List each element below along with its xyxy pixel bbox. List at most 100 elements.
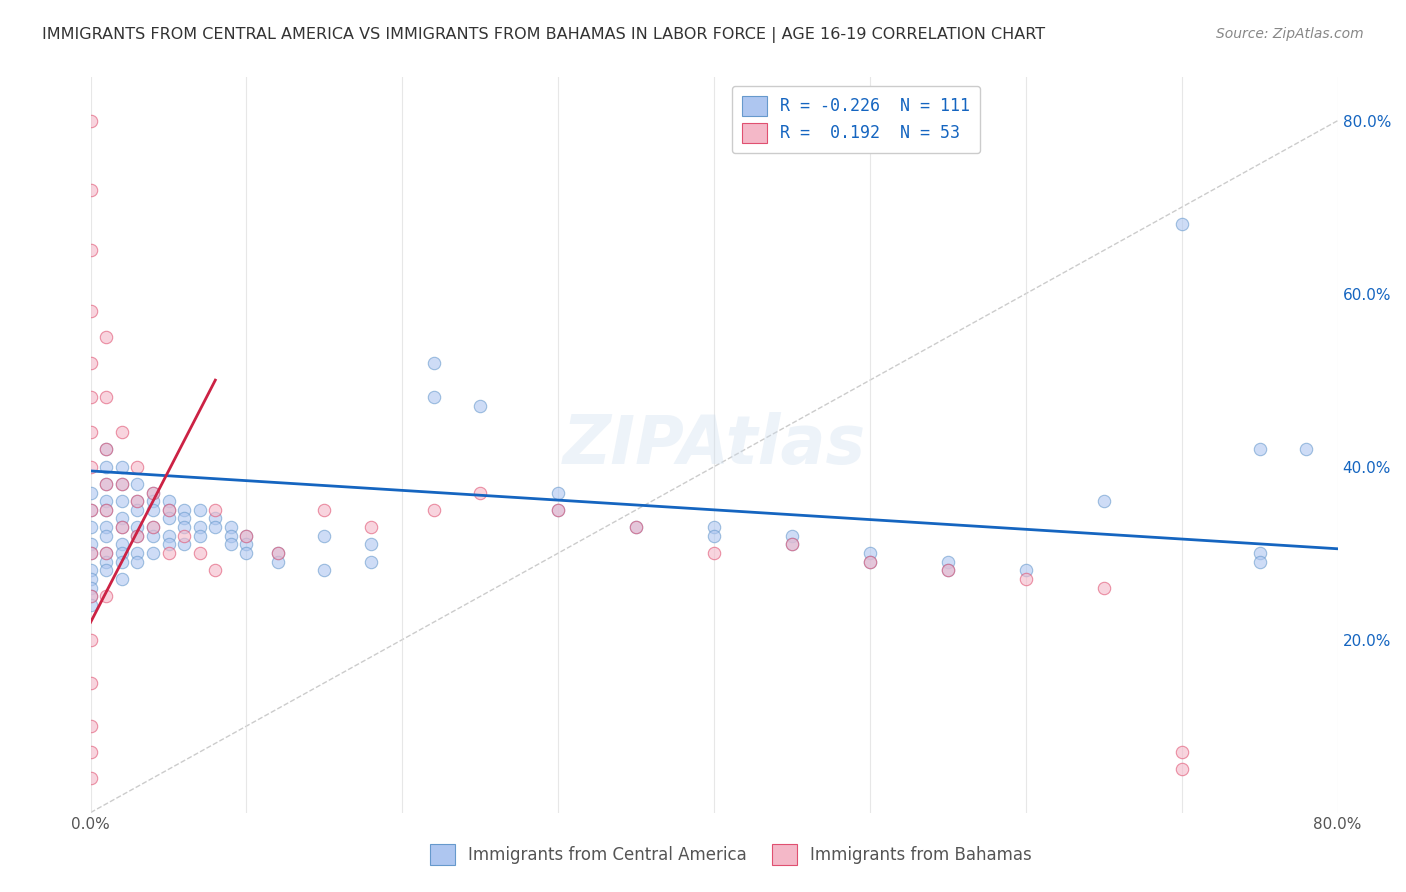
Point bbox=[314, 529, 336, 543]
Point bbox=[142, 485, 165, 500]
Point bbox=[859, 555, 882, 569]
Point bbox=[173, 503, 195, 517]
Point bbox=[859, 546, 882, 560]
Point bbox=[470, 485, 492, 500]
Point bbox=[547, 503, 569, 517]
Point bbox=[204, 520, 226, 534]
Point bbox=[79, 546, 101, 560]
Point bbox=[79, 572, 101, 586]
Point bbox=[111, 476, 134, 491]
Point bbox=[79, 520, 101, 534]
Point bbox=[360, 537, 382, 551]
Point bbox=[79, 244, 101, 258]
Point bbox=[624, 520, 647, 534]
Point bbox=[1171, 745, 1194, 759]
Point bbox=[204, 503, 226, 517]
Point bbox=[314, 563, 336, 577]
Point bbox=[142, 520, 165, 534]
Point bbox=[936, 555, 959, 569]
Point bbox=[96, 520, 118, 534]
Point bbox=[111, 520, 134, 534]
Point bbox=[157, 511, 180, 525]
Point bbox=[703, 546, 725, 560]
Legend: R = -0.226  N = 111, R =  0.192  N = 53: R = -0.226 N = 111, R = 0.192 N = 53 bbox=[731, 86, 980, 153]
Point bbox=[235, 537, 257, 551]
Point bbox=[111, 555, 134, 569]
Point bbox=[96, 529, 118, 543]
Point bbox=[111, 511, 134, 525]
Point bbox=[79, 675, 101, 690]
Point bbox=[204, 563, 226, 577]
Point bbox=[79, 503, 101, 517]
Point bbox=[79, 590, 101, 604]
Point bbox=[936, 563, 959, 577]
Point bbox=[1295, 442, 1317, 457]
Point bbox=[360, 555, 382, 569]
Point bbox=[79, 563, 101, 577]
Point bbox=[79, 425, 101, 439]
Point bbox=[127, 494, 149, 508]
Point bbox=[703, 520, 725, 534]
Point bbox=[96, 476, 118, 491]
Legend: Immigrants from Central America, Immigrants from Bahamas: Immigrants from Central America, Immigra… bbox=[420, 834, 1042, 875]
Point bbox=[79, 581, 101, 595]
Point bbox=[780, 529, 803, 543]
Point bbox=[127, 459, 149, 474]
Point bbox=[79, 356, 101, 370]
Point bbox=[157, 503, 180, 517]
Point bbox=[422, 356, 444, 370]
Point bbox=[624, 520, 647, 534]
Point bbox=[111, 476, 134, 491]
Point bbox=[111, 572, 134, 586]
Point bbox=[470, 399, 492, 413]
Point bbox=[703, 529, 725, 543]
Point bbox=[79, 771, 101, 785]
Point bbox=[142, 529, 165, 543]
Point bbox=[142, 485, 165, 500]
Point bbox=[173, 511, 195, 525]
Point bbox=[1249, 555, 1271, 569]
Point bbox=[96, 494, 118, 508]
Point bbox=[188, 520, 211, 534]
Point bbox=[188, 546, 211, 560]
Point bbox=[111, 537, 134, 551]
Point bbox=[111, 520, 134, 534]
Point bbox=[780, 537, 803, 551]
Point bbox=[1015, 572, 1038, 586]
Point bbox=[188, 503, 211, 517]
Point bbox=[173, 529, 195, 543]
Point bbox=[96, 555, 118, 569]
Point bbox=[173, 537, 195, 551]
Point bbox=[936, 563, 959, 577]
Point bbox=[96, 546, 118, 560]
Point bbox=[1015, 563, 1038, 577]
Point bbox=[96, 476, 118, 491]
Point bbox=[127, 520, 149, 534]
Point bbox=[79, 598, 101, 612]
Point bbox=[79, 113, 101, 128]
Point bbox=[96, 391, 118, 405]
Point bbox=[79, 537, 101, 551]
Text: IMMIGRANTS FROM CENTRAL AMERICA VS IMMIGRANTS FROM BAHAMAS IN LABOR FORCE | AGE : IMMIGRANTS FROM CENTRAL AMERICA VS IMMIG… bbox=[42, 27, 1045, 43]
Point bbox=[79, 503, 101, 517]
Point bbox=[157, 529, 180, 543]
Point bbox=[127, 529, 149, 543]
Text: Source: ZipAtlas.com: Source: ZipAtlas.com bbox=[1216, 27, 1364, 41]
Point bbox=[157, 494, 180, 508]
Point bbox=[96, 330, 118, 344]
Point bbox=[157, 537, 180, 551]
Point bbox=[173, 520, 195, 534]
Point bbox=[157, 503, 180, 517]
Point bbox=[127, 476, 149, 491]
Point bbox=[1171, 762, 1194, 776]
Point bbox=[1249, 546, 1271, 560]
Point bbox=[111, 425, 134, 439]
Text: ZIPAtlas: ZIPAtlas bbox=[562, 412, 866, 478]
Point bbox=[79, 304, 101, 318]
Point bbox=[111, 459, 134, 474]
Point bbox=[79, 459, 101, 474]
Point bbox=[219, 529, 242, 543]
Point bbox=[96, 546, 118, 560]
Point bbox=[235, 546, 257, 560]
Point bbox=[96, 503, 118, 517]
